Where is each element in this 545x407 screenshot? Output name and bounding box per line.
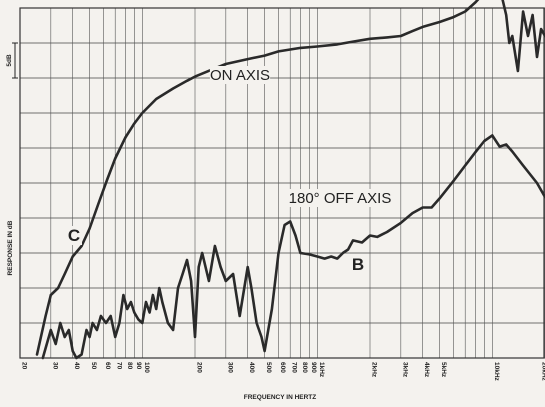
scale-marker-label: 5dB (6, 54, 13, 67)
y-axis-title: RESPONSE IN dB (7, 220, 14, 275)
x-tick-label: 2kHz (371, 362, 378, 378)
x-tick-label: 20kHz (541, 362, 545, 382)
x-tick-label: 200 (196, 362, 203, 373)
x-tick-label: 900 (310, 362, 317, 373)
x-tick-label: 400 (248, 362, 255, 373)
x-tick-label: 500 (265, 362, 272, 373)
x-axis-title: FREQUENCY IN HERTZ (244, 394, 316, 401)
series-layer (37, 0, 545, 358)
series-name-label: 180° OFF AXIS (289, 190, 392, 207)
x-tick-label: 5kHz (440, 362, 447, 378)
curve-letter-label: C (68, 226, 80, 245)
series-name-label: ON AXIS (210, 67, 270, 84)
curve-letter-label: B (352, 255, 364, 274)
x-tick-label: 40 (73, 362, 80, 370)
grid (20, 8, 545, 358)
x-tick-label: 100 (143, 362, 150, 373)
x-tick-label: 4kHz (423, 362, 430, 378)
x-tick-label: 30 (51, 362, 58, 370)
series-line-off-axis (43, 135, 545, 358)
x-tick-label: 50 (90, 362, 97, 370)
x-tick-label: 90 (135, 362, 142, 370)
x-tick-label: 3kHz (401, 362, 408, 378)
x-tick-label: 800 (301, 362, 308, 373)
x-tick-label: 600 (279, 362, 286, 373)
series-line-on-axis (37, 0, 545, 355)
x-tick-label: 60 (104, 362, 111, 370)
x-tick-label: 1kHz (318, 362, 325, 378)
x-tick-label: 80 (126, 362, 133, 370)
x-tick-label: 700 (291, 362, 298, 373)
x-tick-label: 300 (226, 362, 233, 373)
x-tick-label: 70 (116, 362, 123, 370)
x-tick-label: 10kHz (493, 362, 500, 382)
x-tick-label: 20 (21, 362, 28, 370)
